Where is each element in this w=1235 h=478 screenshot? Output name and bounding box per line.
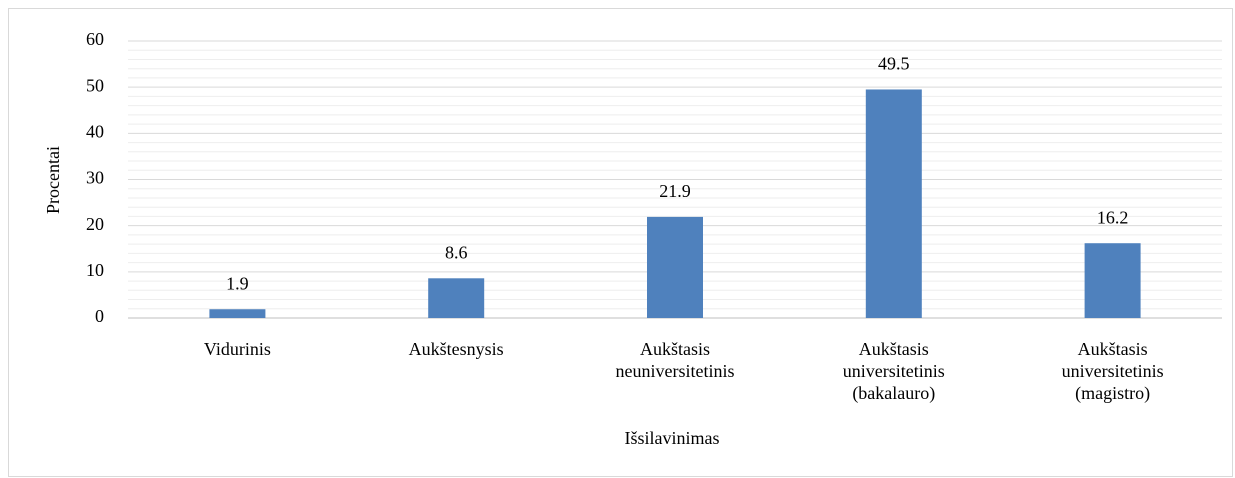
x-tick-label: Aukštasis universitetinis (bakalauro) [842, 339, 945, 403]
bar [428, 278, 485, 318]
y-tick-label: 30 [86, 168, 104, 188]
data-label: 16.2 [1097, 207, 1129, 227]
y-tick-label: 60 [86, 29, 104, 49]
x-tick-label: Vidurinis [203, 339, 271, 359]
bar [647, 216, 703, 318]
data-label: 1.9 [226, 273, 249, 293]
bar [1084, 243, 1141, 318]
bar [209, 309, 266, 318]
y-tick-label: 40 [86, 121, 104, 141]
data-label: 49.5 [878, 54, 910, 74]
chart-border [8, 8, 1233, 477]
data-label: 21.9 [659, 181, 691, 201]
x-tick-label: Aukštasis universitetinis (magistro) [1061, 339, 1164, 403]
bar [865, 89, 922, 318]
y-tick-label: 0 [95, 306, 104, 326]
data-label: 8.6 [445, 242, 468, 262]
y-tick-label: 50 [86, 75, 104, 95]
y-tick-label: 10 [86, 260, 104, 280]
x-tick-label: Aukštasis neuniversitetinis [615, 339, 735, 381]
y-tick-label: 20 [86, 214, 104, 234]
x-tick-label: Aukštesnysis [408, 339, 504, 359]
x-axis-label: Išsilavinimas [625, 428, 720, 448]
y-axis-label: Procentai [43, 146, 63, 214]
